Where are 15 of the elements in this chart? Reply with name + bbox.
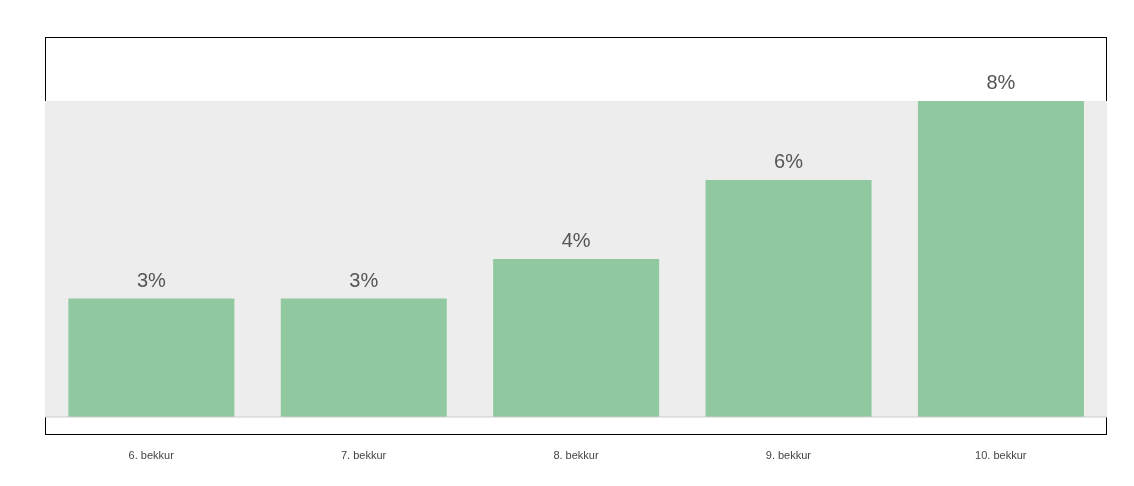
data-label: 3% [349,268,379,291]
x-tick-label: 10. bekkur [975,448,1027,461]
data-label: 3% [136,268,167,291]
x-tick-label: 7. bekkur [340,448,387,461]
x-tick-label: 6. bekkur [128,448,175,461]
bar [68,298,235,417]
x-tick-label: 9. bekkur [765,448,812,461]
bar [917,101,1084,417]
data-label: 6% [774,150,804,172]
bar [280,298,447,417]
data-label: 8% [986,71,1016,93]
bar [493,259,660,417]
x-tick-label: 8. bekkur [553,448,599,461]
bar [705,180,872,417]
data-label: 4% [561,229,591,251]
